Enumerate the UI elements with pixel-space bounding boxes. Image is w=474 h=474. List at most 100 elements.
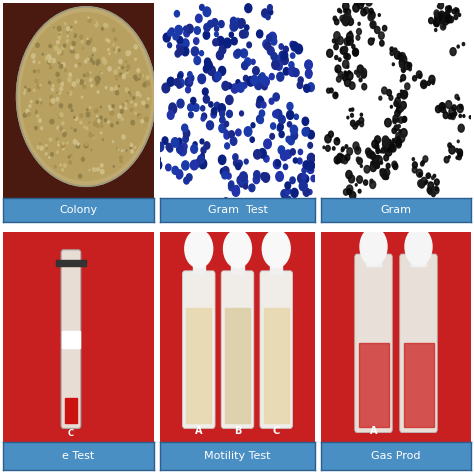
Circle shape [200,51,203,55]
Circle shape [401,67,405,73]
Circle shape [285,182,291,189]
Circle shape [237,83,244,92]
Circle shape [118,149,119,150]
Circle shape [434,10,439,17]
Circle shape [401,107,403,111]
Circle shape [283,46,288,53]
Circle shape [242,30,248,38]
Circle shape [351,113,354,117]
Circle shape [361,68,366,76]
Circle shape [344,71,346,74]
Circle shape [156,142,164,152]
Circle shape [146,105,148,108]
Circle shape [337,138,339,141]
Circle shape [262,173,270,182]
Circle shape [28,89,30,91]
Circle shape [181,143,187,150]
Circle shape [293,69,299,77]
Text: C: C [273,427,280,437]
Circle shape [126,61,127,63]
Circle shape [61,143,64,148]
Circle shape [50,119,54,124]
Circle shape [308,130,314,139]
Circle shape [304,85,310,92]
Circle shape [266,34,272,41]
Circle shape [333,92,338,99]
Circle shape [423,156,428,162]
Circle shape [280,117,285,123]
Circle shape [421,161,424,164]
Circle shape [307,73,311,78]
Circle shape [336,69,338,72]
Circle shape [177,99,184,108]
Circle shape [437,16,443,24]
Circle shape [128,72,131,76]
Circle shape [434,19,439,27]
Circle shape [244,127,252,137]
Circle shape [49,79,51,82]
Circle shape [340,47,346,54]
Circle shape [135,77,138,81]
Circle shape [166,143,172,150]
Circle shape [126,143,127,146]
Circle shape [342,18,347,25]
Circle shape [201,147,206,154]
Circle shape [302,175,309,183]
Circle shape [186,174,192,181]
Circle shape [84,89,85,91]
Circle shape [26,88,28,91]
Circle shape [125,102,127,105]
Circle shape [345,145,348,148]
Circle shape [29,105,31,107]
Circle shape [370,21,376,28]
Circle shape [305,128,310,134]
Circle shape [344,53,348,59]
Circle shape [373,155,378,162]
Circle shape [177,47,183,55]
Circle shape [135,53,138,57]
Circle shape [191,47,199,56]
Circle shape [349,31,352,34]
Circle shape [33,60,35,63]
Circle shape [76,144,80,148]
Circle shape [101,72,102,74]
Circle shape [383,174,388,180]
Circle shape [207,121,213,130]
Circle shape [237,175,245,185]
Circle shape [105,24,108,27]
Circle shape [334,44,338,50]
Circle shape [343,14,347,19]
Circle shape [257,96,263,103]
Circle shape [343,46,346,51]
Circle shape [109,88,113,93]
Circle shape [224,132,229,139]
Circle shape [120,73,121,74]
Circle shape [88,17,89,18]
Circle shape [87,57,89,61]
Circle shape [338,155,341,158]
Circle shape [82,40,83,43]
Circle shape [338,58,341,61]
Circle shape [392,140,394,143]
Circle shape [307,161,315,170]
Circle shape [113,165,114,167]
Circle shape [356,28,361,35]
Circle shape [75,117,77,120]
Circle shape [97,125,99,128]
Circle shape [378,14,380,17]
Circle shape [298,77,303,83]
Circle shape [281,190,288,198]
Circle shape [327,88,330,93]
Circle shape [118,85,119,87]
Circle shape [279,44,283,49]
Circle shape [117,148,118,150]
Circle shape [95,77,99,81]
Circle shape [172,166,178,174]
Circle shape [201,154,204,158]
Circle shape [57,27,61,31]
Circle shape [64,44,65,47]
Circle shape [236,49,241,56]
Circle shape [34,70,35,73]
Circle shape [380,169,383,173]
Circle shape [412,162,417,168]
